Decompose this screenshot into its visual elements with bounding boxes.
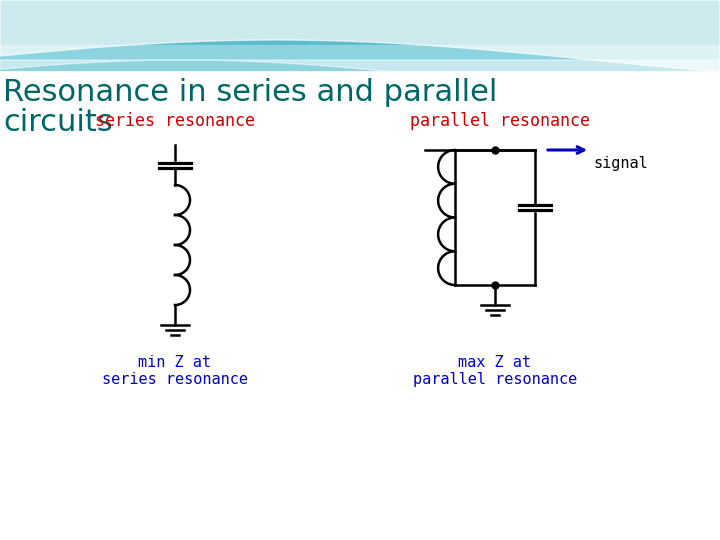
Text: max Z at
parallel resonance: max Z at parallel resonance bbox=[413, 355, 577, 387]
Text: parallel resonance: parallel resonance bbox=[410, 112, 590, 130]
Text: circuits: circuits bbox=[3, 108, 113, 137]
Text: signal: signal bbox=[593, 156, 648, 171]
Text: series resonance: series resonance bbox=[95, 112, 255, 130]
Text: Resonance in series and parallel: Resonance in series and parallel bbox=[3, 78, 498, 107]
Text: min Z at
series resonance: min Z at series resonance bbox=[102, 355, 248, 387]
